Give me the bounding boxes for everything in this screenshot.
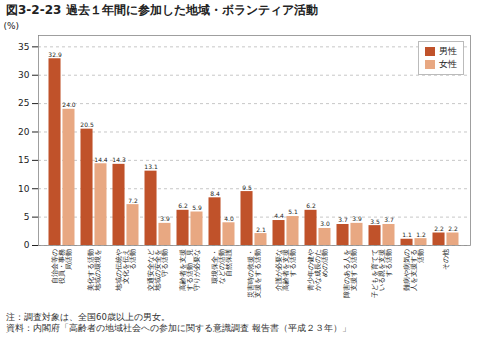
- svg-text:10: 10: [18, 184, 30, 194]
- html-text:注：調査対象は、全国60歳以上の男女。: 注：調査対象は、全国60歳以上の男女。: [6, 312, 170, 322]
- svg-text:災害時の救援・支援をする活動: 災害時の救援・支援をする活動: [247, 249, 262, 298]
- svg-text:0: 0: [24, 240, 30, 250]
- svg-text:障害のある人を支援する活動: 障害のある人を支援する活動: [343, 249, 358, 298]
- svg-text:8.4: 8.4: [210, 190, 220, 197]
- svg-text:5.1: 5.1: [288, 208, 298, 215]
- html-text:図3-2-23 過去１年間に参加した地域・ボランティア活動: 図3-2-23 過去１年間に参加した地域・ボランティア活動: [6, 3, 318, 17]
- html-text:資料：内閣府「高齢者の地域社会への参加に関する意識調査 報告: 資料：内閣府「高齢者の地域社会への参加に関する意識調査 報告書（平成２３年）」: [6, 323, 351, 333]
- svg-text:3.7: 3.7: [338, 216, 348, 223]
- svg-text:2.2: 2.2: [434, 225, 444, 232]
- svg-text:3.9: 3.9: [160, 215, 170, 222]
- svg-text:難病や病気の人を支援する活動: 難病や病気の人を支援する活動: [403, 249, 425, 291]
- svg-text:2.2: 2.2: [448, 225, 458, 232]
- html-text:男性: 男性: [439, 46, 457, 56]
- svg-text:環境保全・などの活動自然保護: 環境保全・などの活動自然保護: [211, 249, 233, 284]
- svg-text:子どもを育てている親を支援する活動: 子どもを育てている親を支援する活動: [370, 249, 393, 298]
- svg-text:9.5: 9.5: [242, 184, 252, 191]
- svg-text:6.2: 6.2: [306, 202, 316, 209]
- svg-text:20: 20: [18, 127, 30, 137]
- svg-text:青少年の健やかな成長のための活動: 青少年の健やかな成長のための活動: [307, 249, 329, 291]
- svg-text:25: 25: [18, 98, 29, 108]
- svg-text:5.9: 5.9: [192, 204, 202, 211]
- svg-text:介護が必要な高齢者を支援する活動: 介護が必要な高齢者を支援する活動: [275, 249, 297, 291]
- svg-text:20.5: 20.5: [80, 121, 94, 128]
- svg-text:その他: その他: [442, 249, 450, 270]
- svg-text:3.9: 3.9: [352, 215, 362, 222]
- svg-text:4.0: 4.0: [224, 215, 234, 222]
- svg-text:30: 30: [18, 70, 30, 80]
- html-text:女性: 女性: [439, 59, 457, 69]
- svg-text:3.0: 3.0: [320, 220, 330, 227]
- svg-text:(%): (%): [4, 21, 20, 31]
- svg-text:地域の伝統や文化を伝える活動: 地域の伝統や文化を伝える活動: [115, 249, 137, 292]
- svg-text:15: 15: [18, 155, 29, 165]
- svg-text:美化する活動地域の環境を: 美化する活動地域の環境を: [87, 249, 102, 292]
- svg-text:高齢者を支援する活動 見守りが必要な: 高齢者を支援する活動 見守りが必要な: [179, 249, 201, 291]
- svg-text:1.1: 1.1: [402, 231, 412, 238]
- svg-text:3.7: 3.7: [384, 216, 394, 223]
- svg-text:35: 35: [18, 42, 29, 52]
- svg-text:交通安全など地域の安全を守る活動: 交通安全など地域の安全を守る活動: [147, 249, 169, 292]
- svg-text:5: 5: [24, 212, 30, 222]
- svg-text:14.3: 14.3: [112, 156, 126, 163]
- svg-text:3.5: 3.5: [370, 218, 380, 225]
- svg-text:24.0: 24.0: [62, 101, 76, 108]
- svg-text:32.9: 32.9: [48, 51, 62, 58]
- svg-text:4.4: 4.4: [274, 212, 284, 219]
- svg-text:7.2: 7.2: [128, 197, 138, 204]
- svg-text:6.2: 6.2: [178, 202, 188, 209]
- svg-text:13.1: 13.1: [144, 163, 158, 170]
- svg-text:自治会等の役員・事務局活動: 自治会等の役員・事務局活動: [51, 249, 73, 284]
- svg-text:2.1: 2.1: [256, 226, 266, 233]
- svg-text:1.2: 1.2: [416, 231, 426, 238]
- svg-text:14.4: 14.4: [94, 156, 108, 163]
